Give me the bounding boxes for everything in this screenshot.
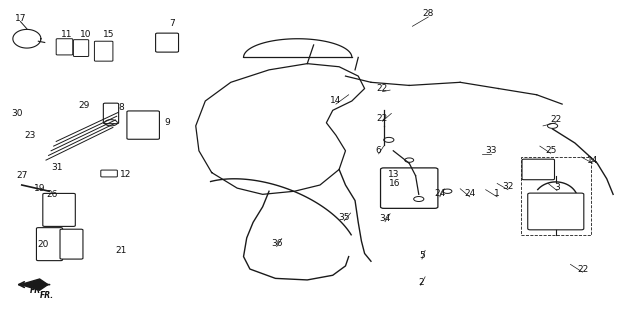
FancyBboxPatch shape xyxy=(522,159,554,180)
Text: 30: 30 xyxy=(12,109,23,118)
Text: 33: 33 xyxy=(485,146,497,155)
Text: 24: 24 xyxy=(434,189,445,198)
Text: FR.: FR. xyxy=(29,286,44,295)
FancyBboxPatch shape xyxy=(95,41,113,61)
FancyBboxPatch shape xyxy=(74,40,89,57)
Text: 32: 32 xyxy=(502,182,514,191)
Text: 14: 14 xyxy=(330,96,342,106)
Text: 23: 23 xyxy=(24,131,36,140)
Text: FR.: FR. xyxy=(40,291,54,300)
Text: 19: 19 xyxy=(34,184,45,192)
FancyBboxPatch shape xyxy=(56,39,73,55)
Text: 18: 18 xyxy=(545,164,556,173)
Text: 6: 6 xyxy=(376,146,381,155)
Text: 35: 35 xyxy=(339,213,350,222)
FancyBboxPatch shape xyxy=(100,170,117,177)
Text: 25: 25 xyxy=(545,146,556,155)
Text: 5: 5 xyxy=(419,252,425,261)
Text: 15: 15 xyxy=(102,30,114,39)
Text: 31: 31 xyxy=(52,163,63,172)
Text: 22: 22 xyxy=(377,114,388,122)
Text: 4: 4 xyxy=(573,208,579,217)
Text: 22: 22 xyxy=(550,115,561,124)
Text: 20: 20 xyxy=(37,240,49,249)
Text: 10: 10 xyxy=(81,30,92,39)
FancyBboxPatch shape xyxy=(60,229,83,259)
Polygon shape xyxy=(20,284,48,290)
FancyBboxPatch shape xyxy=(43,193,76,226)
FancyBboxPatch shape xyxy=(528,193,584,230)
FancyBboxPatch shape xyxy=(381,168,438,208)
FancyBboxPatch shape xyxy=(156,33,179,52)
Text: 13: 13 xyxy=(388,170,399,179)
Text: 22: 22 xyxy=(577,264,588,273)
Text: 2: 2 xyxy=(418,278,424,287)
Text: 8: 8 xyxy=(118,103,124,112)
Text: 21: 21 xyxy=(115,246,127,255)
Text: 27: 27 xyxy=(16,171,28,180)
FancyBboxPatch shape xyxy=(36,228,63,261)
Text: 14: 14 xyxy=(587,156,598,165)
Polygon shape xyxy=(20,279,48,284)
Text: 3: 3 xyxy=(554,183,560,192)
Text: 22: 22 xyxy=(377,84,388,93)
Text: 7: 7 xyxy=(170,19,175,28)
Text: 26: 26 xyxy=(47,190,58,199)
Text: 36: 36 xyxy=(271,239,282,248)
Text: 17: 17 xyxy=(15,14,26,23)
Text: 12: 12 xyxy=(120,170,131,179)
FancyBboxPatch shape xyxy=(127,111,159,139)
FancyBboxPatch shape xyxy=(103,103,118,124)
Text: 1: 1 xyxy=(494,189,500,198)
Text: 9: 9 xyxy=(164,118,170,127)
Text: 28: 28 xyxy=(422,9,434,18)
Text: 11: 11 xyxy=(61,30,73,39)
Text: 24: 24 xyxy=(464,189,476,198)
Text: 16: 16 xyxy=(390,179,401,188)
Text: 34: 34 xyxy=(380,214,390,223)
Text: 29: 29 xyxy=(79,101,90,110)
